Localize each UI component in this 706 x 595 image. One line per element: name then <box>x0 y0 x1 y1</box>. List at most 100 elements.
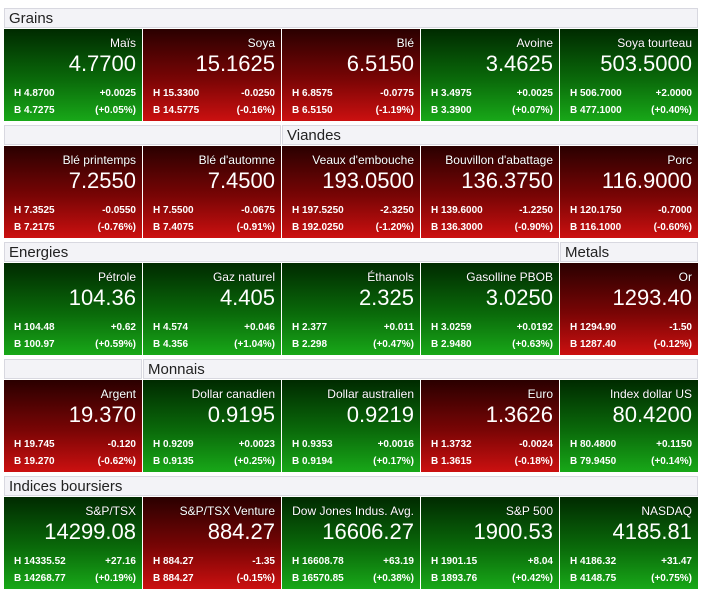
quote-tile[interactable]: S&P/TSX 14299.08 H 14335.52 +27.16 B 14268.7… <box>4 497 142 589</box>
quote-tile[interactable]: Index dollar US 80.4200 H 80.4800 +0.1150 B … <box>560 380 698 472</box>
quote-tile[interactable]: Or 1293.40 H 1294.90 -1.50 B 1287.40 (-0.12%) <box>560 263 698 355</box>
change-percent: (-0.90%) <box>514 222 553 233</box>
change-value: +0.62 <box>110 322 136 333</box>
quote-tile[interactable]: Bouvillon d'abattage 136.3750 H 139.6000 -1… <box>421 146 559 238</box>
last-price: 4185.81 <box>612 519 692 544</box>
instrument-name: S&P/TSX <box>85 504 136 518</box>
high-value: H 139.6000 <box>431 205 483 216</box>
low-value: B 7.4075 <box>153 222 194 233</box>
high-change-row: H 0.9209 +0.0023 <box>153 439 275 450</box>
quote-tile[interactable]: NASDAQ 4185.81 H 4186.32 +31.47 B 4148.75 (+0… <box>560 497 698 589</box>
high-change-row: H 4186.32 +31.47 <box>570 556 692 567</box>
instrument-name: Blé printemps <box>62 153 136 167</box>
change-percent: (-1.19%) <box>375 105 414 116</box>
quote-tile[interactable]: Veaux d'embouche 193.0500 H 197.5250 -2.325… <box>282 146 420 238</box>
change-value: +31.47 <box>661 556 692 567</box>
low-percent-row: B 7.2175 (-0.76%) <box>14 222 136 233</box>
low-value: B 0.9194 <box>292 456 333 467</box>
high-change-row: H 6.8575 -0.0775 <box>292 88 414 99</box>
last-price: 0.9219 <box>346 402 414 427</box>
quote-tile[interactable]: Argent 19.370 H 19.745 -0.120 B 19.270 (-0.62… <box>4 380 142 472</box>
quote-tile[interactable]: Éthanols 2.325 H 2.377 +0.011 B 2.298 (+0.47%… <box>282 263 420 355</box>
quote-tile[interactable]: Dollar australien 0.9219 H 0.9353 +0.0016 B … <box>282 380 420 472</box>
high-change-row: H 80.4800 +0.1150 <box>570 439 692 450</box>
low-value: B 4.7275 <box>14 105 55 116</box>
quote-tile[interactable]: Soya tourteau 503.5000 H 506.7000 +2.0000 B … <box>560 29 698 121</box>
high-change-row: H 120.1750 -0.7000 <box>570 205 692 216</box>
change-value: +0.011 <box>383 322 414 333</box>
change-value: +0.0025 <box>516 88 553 99</box>
change-value: -0.0250 <box>241 88 275 99</box>
low-percent-row: B 136.3000 (-0.90%) <box>431 222 553 233</box>
change-percent: (+0.07%) <box>512 105 553 116</box>
change-percent: (+0.38%) <box>373 573 414 584</box>
quote-tile[interactable]: Dollar canadien 0.9195 H 0.9209 +0.0023 B 0.… <box>143 380 281 472</box>
quote-tile[interactable]: Euro 1.3626 H 1.3732 -0.0024 B 1.3615 (-0.18%… <box>421 380 559 472</box>
low-value: B 14268.77 <box>14 573 66 584</box>
quote-tile[interactable]: Gaz naturel 4.405 H 4.574 +0.046 B 4.356 (+1.… <box>143 263 281 355</box>
low-percent-row: B 3.3900 (+0.07%) <box>431 105 553 116</box>
high-value: H 1.3732 <box>431 439 472 450</box>
low-percent-row: B 79.9450 (+0.14%) <box>570 456 692 467</box>
low-value: B 3.3900 <box>431 105 472 116</box>
last-price: 80.4200 <box>612 402 692 427</box>
low-value: B 2.298 <box>292 339 328 350</box>
instrument-name: Soya tourteau <box>617 36 692 50</box>
quote-tile[interactable]: Soya 15.1625 H 15.3300 -0.0250 B 14.5775 (-0.… <box>143 29 281 121</box>
low-percent-row: B 884.27 (-0.15%) <box>153 573 275 584</box>
low-percent-row: B 0.9194 (+0.17%) <box>292 456 414 467</box>
change-value: +0.1150 <box>656 439 692 450</box>
change-percent: (+0.25%) <box>234 456 275 467</box>
low-percent-row: B 116.1000 (-0.60%) <box>570 222 692 233</box>
quote-tile[interactable]: Blé 6.5150 H 6.8575 -0.0775 B 6.5150 (-1.19%) <box>282 29 420 121</box>
change-value: -0.0550 <box>102 205 136 216</box>
last-price: 116.9000 <box>601 168 692 193</box>
quote-tile[interactable]: Porc 116.9000 H 120.1750 -0.7000 B 116.1000 (… <box>560 146 698 238</box>
change-value: -2.3250 <box>380 205 414 216</box>
quote-tile[interactable]: Blé d'automne 7.4500 H 7.5500 -0.0675 B 7.40… <box>143 146 281 238</box>
change-value: +0.0016 <box>377 439 414 450</box>
quote-tile[interactable]: Blé printemps 7.2550 H 7.3525 -0.0550 B 7.21… <box>4 146 142 238</box>
last-price: 193.0500 <box>322 168 414 193</box>
high-change-row: H 3.0259 +0.0192 <box>431 322 553 333</box>
quote-tile[interactable]: S&P/TSX Venture 884.27 H 884.27 -1.35 B 884.… <box>143 497 281 589</box>
quote-tile[interactable]: Dow Jones Indus. Avg. 16606.27 H 16608.78 +… <box>282 497 420 589</box>
instrument-name: Bouvillon d'abattage <box>445 153 553 167</box>
last-price: 2.325 <box>358 285 414 310</box>
change-percent: (-0.18%) <box>514 456 553 467</box>
change-value: +8.04 <box>527 556 553 567</box>
change-percent: (-0.12%) <box>653 339 692 350</box>
high-change-row: H 884.27 -1.35 <box>153 556 275 567</box>
change-percent: (-0.76%) <box>97 222 136 233</box>
last-price: 15.1625 <box>195 51 275 76</box>
instrument-name: Euro <box>527 387 553 401</box>
change-value: -0.0775 <box>380 88 414 99</box>
last-price: 884.27 <box>207 519 275 544</box>
instrument-name: Or <box>678 270 692 284</box>
section-header-monnais: Monnais <box>143 359 698 379</box>
high-change-row: H 14335.52 +27.16 <box>14 556 136 567</box>
change-percent: (+0.42%) <box>512 573 553 584</box>
low-percent-row: B 192.0250 (-1.20%) <box>292 222 414 233</box>
low-percent-row: B 7.4075 (-0.91%) <box>153 222 275 233</box>
instrument-name: Blé d'automne <box>198 153 275 167</box>
instrument-name: Soya <box>247 36 275 50</box>
low-percent-row: B 14.5775 (-0.16%) <box>153 105 275 116</box>
change-value: +0.046 <box>244 322 275 333</box>
low-percent-row: B 16570.85 (+0.38%) <box>292 573 414 584</box>
quote-tile[interactable]: Avoine 3.4625 H 3.4975 +0.0025 B 3.3900 (+0.0… <box>421 29 559 121</box>
low-percent-row: B 14268.77 (+0.19%) <box>14 573 136 584</box>
low-value: B 14.5775 <box>153 105 200 116</box>
change-percent: (+0.14%) <box>651 456 692 467</box>
quote-tile[interactable]: Gasolline PBOB 3.0250 H 3.0259 +0.0192 B 2.9… <box>421 263 559 355</box>
high-change-row: H 1901.15 +8.04 <box>431 556 553 567</box>
change-value: -1.35 <box>252 556 275 567</box>
high-value: H 120.1750 <box>570 205 622 216</box>
quote-tile[interactable]: S&P 500 1900.53 H 1901.15 +8.04 B 1893.76 (+0… <box>421 497 559 589</box>
change-percent: (+0.40%) <box>651 105 692 116</box>
high-change-row: H 3.4975 +0.0025 <box>431 88 553 99</box>
quote-tile[interactable]: Pétrole 104.36 H 104.48 +0.62 B 100.97 (+0.59… <box>4 263 142 355</box>
change-percent: (+1.04%) <box>234 339 275 350</box>
quote-tile[interactable]: Maïs 4.7700 H 4.8700 +0.0025 B 4.7275 (+0.05%… <box>4 29 142 121</box>
high-value: H 80.4800 <box>570 439 617 450</box>
